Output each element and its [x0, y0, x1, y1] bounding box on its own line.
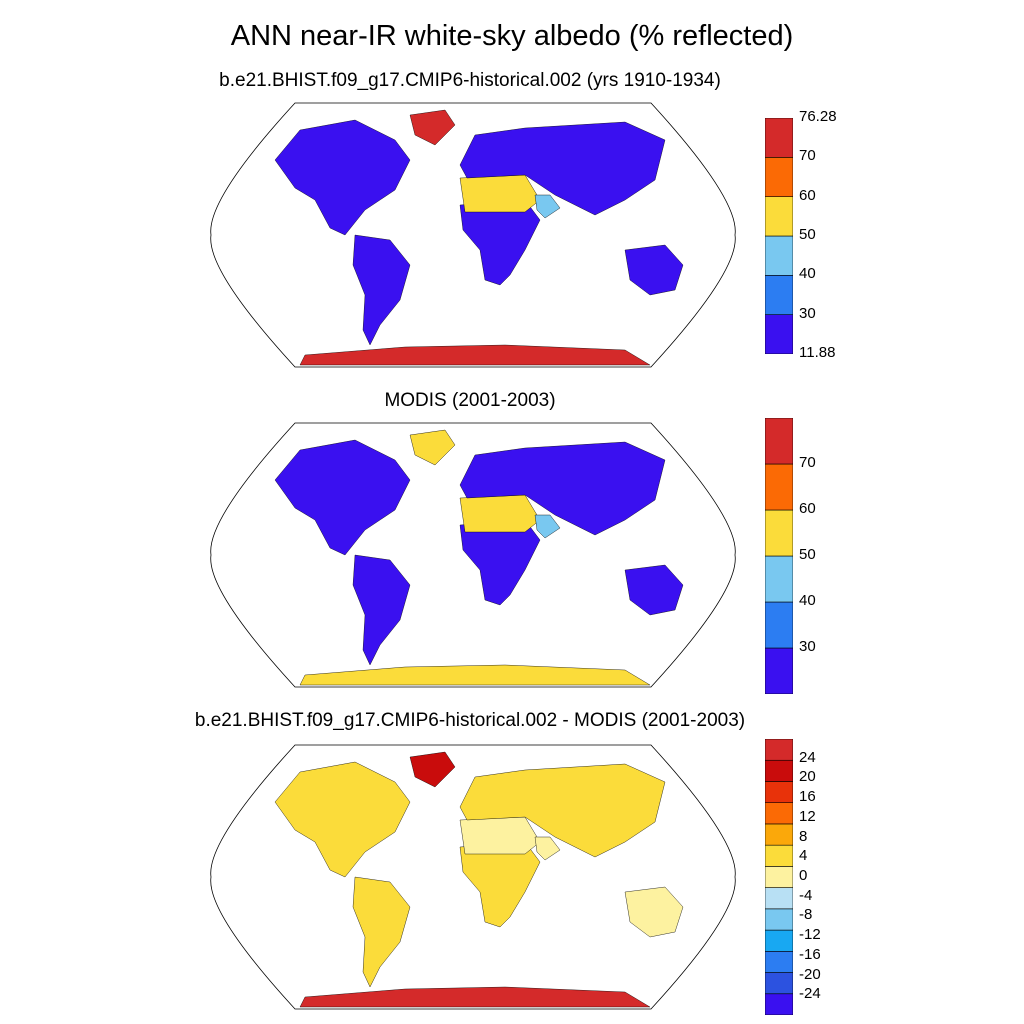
panel-3-colorbar-swatches	[765, 739, 793, 1015]
colorbar-swatch	[765, 739, 793, 761]
region-africa	[459, 841, 541, 928]
colorbar-swatch	[765, 887, 793, 910]
colorbar-swatch	[765, 951, 793, 973]
region-sahara	[459, 494, 541, 533]
colorbar-tick-label: -20	[799, 965, 821, 983]
colorbar-swatch	[765, 972, 793, 995]
region-australia	[624, 886, 684, 938]
region-greenland	[409, 429, 456, 466]
region-antarctica	[299, 344, 651, 366]
colorbar-swatch	[765, 555, 793, 603]
colorbar-tick-label: 8	[799, 827, 808, 845]
region-australia	[624, 244, 684, 296]
colorbar-tick-label: 4	[799, 847, 808, 865]
panel-1-map	[210, 102, 736, 368]
colorbar-swatch	[765, 802, 793, 825]
colorbar-tick-label: -24	[799, 985, 821, 1003]
colorbar-swatch	[765, 908, 793, 931]
region-arabia	[534, 514, 561, 539]
colorbar-swatch	[765, 929, 793, 952]
region-sahara	[459, 816, 541, 855]
colorbar-swatch	[765, 157, 793, 197]
region-sahara	[459, 174, 541, 213]
colorbar-tick-label: -8	[799, 906, 813, 924]
region-africa	[459, 519, 541, 606]
colorbar-tick-label: 60	[799, 500, 816, 517]
region-south-america	[352, 876, 411, 988]
region-antarctica	[299, 986, 651, 1008]
colorbar-swatch	[765, 463, 793, 511]
region-north-america	[274, 761, 411, 878]
colorbar-swatch	[765, 196, 793, 237]
panel-3-subtitle: b.e21.BHIST.f09_g17.CMIP6-historical.002…	[194, 710, 746, 731]
region-australia	[624, 564, 684, 616]
colorbar-tick-label: -16	[799, 945, 821, 963]
colorbar-swatch	[765, 844, 793, 867]
region-antarctica	[299, 664, 651, 686]
colorbar-tick-label: 40	[799, 265, 816, 283]
region-eurasia	[459, 763, 666, 858]
region-north-america	[274, 439, 411, 556]
colorbar-swatch	[765, 759, 793, 782]
colorbar-swatch	[765, 647, 793, 694]
region-south-america	[352, 234, 411, 346]
colorbar-tick-label: 76.28	[799, 108, 837, 125]
colorbar-swatch	[765, 418, 793, 465]
region-greenland	[409, 109, 456, 146]
colorbar-tick-label: 50	[799, 226, 816, 243]
colorbar-swatch	[765, 275, 793, 315]
region-greenland	[409, 751, 456, 788]
colorbar-tick-label: 30	[799, 304, 816, 322]
colorbar-tick-label: 70	[799, 147, 816, 165]
panel-3-map	[210, 744, 736, 1010]
colorbar-tick-label: 0	[799, 867, 808, 884]
region-africa	[459, 199, 541, 286]
colorbar-tick-label: 30	[799, 638, 816, 655]
colorbar-tick-label: 40	[799, 592, 816, 609]
colorbar-swatch	[765, 314, 793, 354]
colorbar-tick-label: -4	[799, 886, 813, 904]
panel-2-map	[210, 422, 736, 688]
figure-title: ANN near-IR white-sky albedo (% reflecte…	[230, 20, 794, 52]
colorbar-tick-label: -12	[799, 926, 821, 944]
colorbar-tick-label: 11.88	[799, 344, 836, 361]
panel-1-colorbar-swatches	[765, 118, 793, 354]
colorbar-swatch	[765, 509, 793, 557]
colorbar-swatch	[765, 866, 793, 888]
colorbar-tick-label: 24	[799, 748, 816, 766]
panel-1-colorbar: 11.88 30 40 50 60 70 76.28	[765, 108, 865, 361]
region-north-america	[274, 119, 411, 236]
panel-2-subtitle: MODIS (2001-2003)	[384, 390, 556, 411]
colorbar-swatch	[765, 118, 793, 158]
colorbar-swatch	[765, 235, 793, 276]
region-eurasia	[459, 441, 666, 536]
colorbar-swatch	[765, 993, 793, 1015]
region-arabia	[534, 836, 561, 861]
panel-2-colorbar-swatches	[765, 418, 793, 694]
colorbar-swatch	[765, 601, 793, 649]
colorbar-tick-label: 16	[799, 788, 816, 806]
colorbar-tick-label: 12	[799, 807, 816, 825]
colorbar-swatch	[765, 823, 793, 846]
colorbar-swatch	[765, 781, 793, 803]
region-eurasia	[459, 121, 666, 216]
colorbar-tick-label: 20	[799, 768, 816, 786]
region-south-america	[352, 554, 411, 666]
colorbar-tick-label: 50	[799, 546, 816, 563]
region-arabia	[534, 194, 561, 219]
panel-2-colorbar: 30 40 50 60 70	[765, 410, 865, 700]
colorbar-tick-label: 70	[799, 454, 816, 471]
panel-1-subtitle: b.e21.BHIST.f09_g17.CMIP6-historical.002…	[219, 70, 721, 91]
colorbar-tick-label: 60	[799, 186, 816, 204]
panel-3-colorbar: -24 -20 -16 -12 -8 -4 0 4 8 12 16 20 24	[765, 733, 865, 1018]
